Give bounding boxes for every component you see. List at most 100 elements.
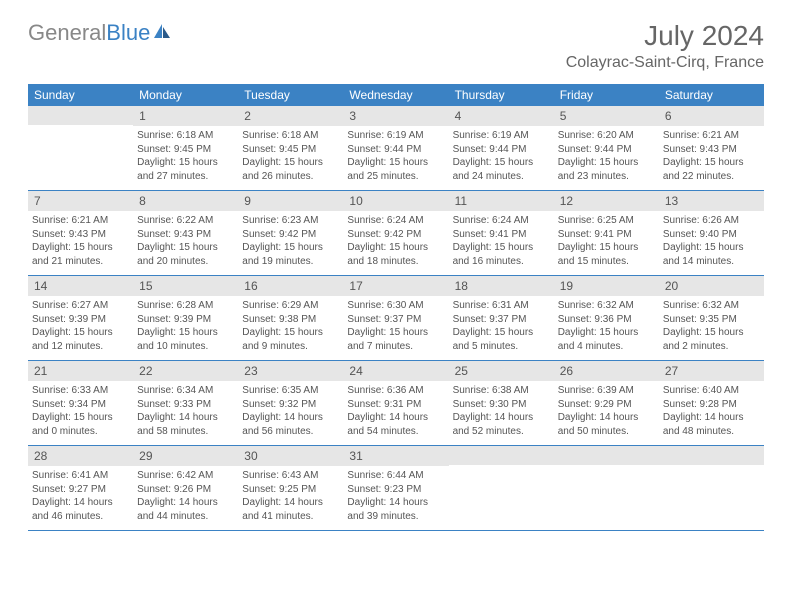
day-cell: 9 Sunrise: 6:23 AMSunset: 9:42 PMDaylight…: [238, 191, 343, 275]
day-info-line: Sunset: 9:38 PM: [242, 313, 339, 327]
day-cell: 2Sunrise: 6:18 AMSunset: 9:45 PMDaylight…: [238, 106, 343, 190]
day-info-line: Sunset: 9:42 PM: [347, 228, 444, 242]
day-info-line: and 23 minutes.: [558, 170, 655, 184]
day-cell: [28, 106, 133, 190]
dow-saturday: Saturday: [659, 84, 764, 106]
day-info-line: and 14 minutes.: [663, 255, 760, 269]
day-info-line: Sunrise: 6:18 AM: [242, 129, 339, 143]
week-row: 28Sunrise: 6:41 AMSunset: 9:27 PMDayligh…: [28, 446, 764, 531]
day-info-line: and 54 minutes.: [347, 425, 444, 439]
day-info-line: Sunset: 9:43 PM: [137, 228, 234, 242]
day-number: 6: [659, 106, 764, 126]
day-number: 1: [133, 106, 238, 126]
day-info-line: Sunrise: 6:43 AM: [242, 469, 339, 483]
title-block: July 2024 Colayrac-Saint-Cirq, France: [566, 20, 764, 72]
day-number: 15: [133, 276, 238, 296]
day-info-line: Daylight: 15 hours: [558, 326, 655, 340]
day-info-line: Sunset: 9:41 PM: [558, 228, 655, 242]
day-info-line: and 5 minutes.: [453, 340, 550, 354]
day-info-line: Sunrise: 6:33 AM: [32, 384, 129, 398]
day-number-empty: [659, 446, 764, 465]
day-cell: 3Sunrise: 6:19 AMSunset: 9:44 PMDaylight…: [343, 106, 448, 190]
day-number: 25: [449, 361, 554, 381]
day-info-line: Daylight: 15 hours: [347, 156, 444, 170]
day-info-line: and 0 minutes.: [32, 425, 129, 439]
day-info-line: and 41 minutes.: [242, 510, 339, 524]
day-number: 17: [343, 276, 448, 296]
day-info-line: Daylight: 15 hours: [32, 411, 129, 425]
day-cell: 25Sunrise: 6:38 AMSunset: 9:30 PMDayligh…: [449, 361, 554, 445]
day-info-line: and 12 minutes.: [32, 340, 129, 354]
logo-text-blue: Blue: [106, 20, 150, 46]
day-cell: 20Sunrise: 6:32 AMSunset: 9:35 PMDayligh…: [659, 276, 764, 360]
dow-thursday: Thursday: [449, 84, 554, 106]
day-info-line: Sunrise: 6:38 AM: [453, 384, 550, 398]
day-info-line: Daylight: 14 hours: [242, 411, 339, 425]
day-number: 5: [554, 106, 659, 126]
location: Colayrac-Saint-Cirq, France: [566, 54, 764, 72]
day-info-line: Sunset: 9:43 PM: [32, 228, 129, 242]
day-number: 31: [343, 446, 448, 466]
day-info-line: and 58 minutes.: [137, 425, 234, 439]
day-info-line: Sunset: 9:41 PM: [453, 228, 550, 242]
day-cell: 6Sunrise: 6:21 AMSunset: 9:43 PMDaylight…: [659, 106, 764, 190]
day-cell: 1Sunrise: 6:18 AMSunset: 9:45 PMDaylight…: [133, 106, 238, 190]
header: GeneralBlue July 2024 Colayrac-Saint-Cir…: [28, 20, 764, 72]
day-cell: 31Sunrise: 6:44 AMSunset: 9:23 PMDayligh…: [343, 446, 448, 530]
day-number-empty: [449, 446, 554, 465]
logo-text-gray: General: [28, 20, 106, 46]
day-number: 9: [238, 191, 343, 211]
day-info-line: Daylight: 15 hours: [242, 156, 339, 170]
day-cell: 19Sunrise: 6:32 AMSunset: 9:36 PMDayligh…: [554, 276, 659, 360]
day-number: 4: [449, 106, 554, 126]
day-info-line: Daylight: 15 hours: [242, 241, 339, 255]
day-info-line: Daylight: 15 hours: [347, 326, 444, 340]
day-cell: 21 Sunrise: 6:33 AMSunset: 9:34 PMDayligh…: [28, 361, 133, 445]
day-info-line: Daylight: 15 hours: [453, 326, 550, 340]
day-info-line: Sunrise: 6:22 AM: [137, 214, 234, 228]
day-info-line: Sunrise: 6:21 AM: [663, 129, 760, 143]
day-info-line: Sunrise: 6:36 AM: [347, 384, 444, 398]
day-info-line: and 48 minutes.: [663, 425, 760, 439]
day-info-line: Sunset: 9:45 PM: [137, 143, 234, 157]
day-info-line: Sunrise: 6:40 AM: [663, 384, 760, 398]
day-info-line: and 18 minutes.: [347, 255, 444, 269]
day-info-line: Sunrise: 6:26 AM: [663, 214, 760, 228]
day-cell: 30Sunrise: 6:43 AMSunset: 9:25 PMDayligh…: [238, 446, 343, 530]
day-cell: 5Sunrise: 6:20 AMSunset: 9:44 PMDaylight…: [554, 106, 659, 190]
day-info-line: Sunrise: 6:24 AM: [347, 214, 444, 228]
logo-sail-icon: [152, 24, 172, 40]
day-info-line: Daylight: 14 hours: [242, 496, 339, 510]
day-info-line: and 50 minutes.: [558, 425, 655, 439]
day-cell: 24Sunrise: 6:36 AMSunset: 9:31 PMDayligh…: [343, 361, 448, 445]
day-info-line: Sunrise: 6:18 AM: [137, 129, 234, 143]
day-info-line: Sunrise: 6:23 AM: [242, 214, 339, 228]
logo: GeneralBlue: [28, 20, 172, 46]
day-info-line: Sunset: 9:42 PM: [242, 228, 339, 242]
day-number: 21: [28, 361, 133, 381]
day-info-line: Sunset: 9:44 PM: [347, 143, 444, 157]
day-cell: 27Sunrise: 6:40 AMSunset: 9:28 PMDayligh…: [659, 361, 764, 445]
day-info-line: Sunset: 9:39 PM: [32, 313, 129, 327]
day-info-line: Sunrise: 6:44 AM: [347, 469, 444, 483]
day-info-line: Sunrise: 6:42 AM: [137, 469, 234, 483]
dow-tuesday: Tuesday: [238, 84, 343, 106]
day-number: 20: [659, 276, 764, 296]
day-info-line: Sunset: 9:29 PM: [558, 398, 655, 412]
day-number: 7: [28, 191, 133, 211]
day-cell: 15Sunrise: 6:28 AMSunset: 9:39 PMDayligh…: [133, 276, 238, 360]
day-number: 12: [554, 191, 659, 211]
day-cell: 17Sunrise: 6:30 AMSunset: 9:37 PMDayligh…: [343, 276, 448, 360]
day-info-line: and 24 minutes.: [453, 170, 550, 184]
day-info-line: and 25 minutes.: [347, 170, 444, 184]
day-info-line: and 9 minutes.: [242, 340, 339, 354]
day-number: 28: [28, 446, 133, 466]
week-row: 21Sunrise: 6:33 AMSunset: 9:34 PMDayligh…: [28, 361, 764, 446]
day-info-line: Daylight: 15 hours: [242, 326, 339, 340]
day-number: 11: [449, 191, 554, 211]
day-info-line: and 7 minutes.: [347, 340, 444, 354]
week-row: 7Sunrise: 6:21 AMSunset: 9:43 PMDaylight…: [28, 191, 764, 276]
day-number: 14: [28, 276, 133, 296]
day-info-line: Sunset: 9:34 PM: [32, 398, 129, 412]
day-info-line: and 22 minutes.: [663, 170, 760, 184]
